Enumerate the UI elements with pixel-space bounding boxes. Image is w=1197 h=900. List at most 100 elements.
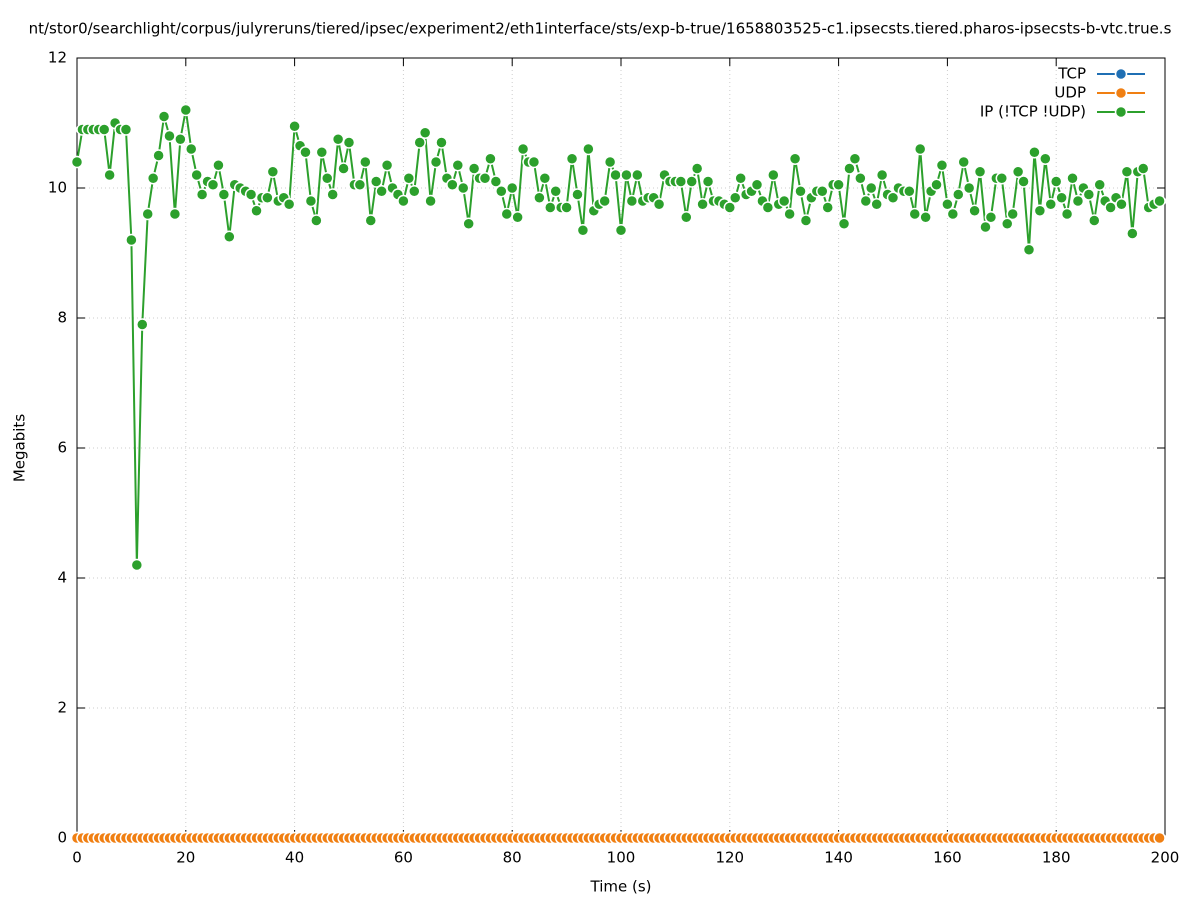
data-point [723,201,737,214]
data-point [582,142,595,156]
data-point [299,146,312,159]
data-point [854,172,867,185]
data-point [832,178,845,191]
data-point [957,155,970,169]
y-tick-label: 0 [57,829,67,847]
data-point [1126,227,1139,240]
data-point [908,207,922,221]
data-point [331,133,345,146]
x-tick-label: 100 [607,849,636,867]
data-point [125,233,138,247]
x-tick-label: 80 [503,849,522,867]
data-point [511,211,524,224]
data-point [174,133,187,146]
x-tick-label: 120 [715,849,744,867]
data-point [1071,194,1085,208]
data-point [141,207,154,221]
data-point [603,155,617,169]
data-point [674,175,688,188]
data-point [565,152,579,165]
data-point [544,201,557,214]
data-point [1153,831,1166,845]
data-point [337,162,350,175]
data-point [244,188,258,201]
data-point [968,204,981,217]
data-point [913,142,927,156]
data-point [462,217,475,230]
chart-title: nt/stor0/searchlight/corpus/julyreruns/t… [29,20,1172,38]
x-tick-label: 180 [1042,849,1071,867]
x-tick-label: 160 [933,849,962,867]
data-point [304,194,318,208]
data-point [680,211,693,224]
data-point [598,194,611,208]
data-point [533,191,546,204]
data-point [152,149,165,162]
data-point [652,198,666,211]
data-point [467,162,481,175]
data-point [146,172,160,185]
data-point [326,188,339,201]
x-tick-label: 20 [176,849,195,867]
data-point [402,172,416,185]
x-axis-label: Time (s) [590,878,652,896]
data-point [212,159,225,172]
data-point [261,191,274,204]
data-point [816,185,829,198]
data-point [848,152,862,165]
data-point [799,214,813,227]
data-point [1006,207,1019,221]
data-point [620,168,633,182]
data-point [456,181,470,195]
data-point [1115,198,1128,211]
data-point [320,172,334,185]
data-point [1017,175,1030,188]
data-point [761,201,775,214]
data-point [342,136,356,149]
data-point [70,155,84,169]
data-point [685,175,698,188]
data-point [408,185,421,198]
data-point [136,318,149,331]
data-point [516,142,530,156]
data-point [886,191,900,204]
data-point [223,230,236,243]
data-point [941,198,954,211]
data-point [527,155,541,169]
data-point [451,159,465,172]
data-point [984,211,998,224]
data-point [1028,146,1041,159]
data-point [946,207,960,221]
x-tick-label: 0 [72,849,82,867]
data-point [1066,172,1079,185]
y-tick-label: 10 [48,179,67,197]
data-point [1022,243,1036,256]
data-point [1104,201,1117,214]
data-point [625,194,639,208]
legend-marker [1114,67,1128,81]
y-tick-label: 8 [57,309,67,327]
data-point [418,126,432,139]
data-point [571,188,584,201]
data-point [1039,152,1052,165]
data-point [288,120,301,133]
data-point [478,172,492,185]
data-point [130,558,144,572]
data-point [315,146,329,159]
data-point [435,136,448,149]
legend-marker [1114,105,1128,119]
data-point [484,152,497,165]
data-point [424,194,437,208]
data-point [266,165,280,178]
x-tick-label: 60 [394,849,413,867]
data-point [1060,207,1074,221]
data-point [103,168,116,182]
data-point [973,165,987,178]
data-point [97,123,111,136]
y-tick-label: 4 [57,569,67,587]
data-point [560,201,573,214]
y-tick-label: 2 [57,699,67,717]
x-tick-label: 140 [824,849,853,867]
data-point [864,181,878,195]
